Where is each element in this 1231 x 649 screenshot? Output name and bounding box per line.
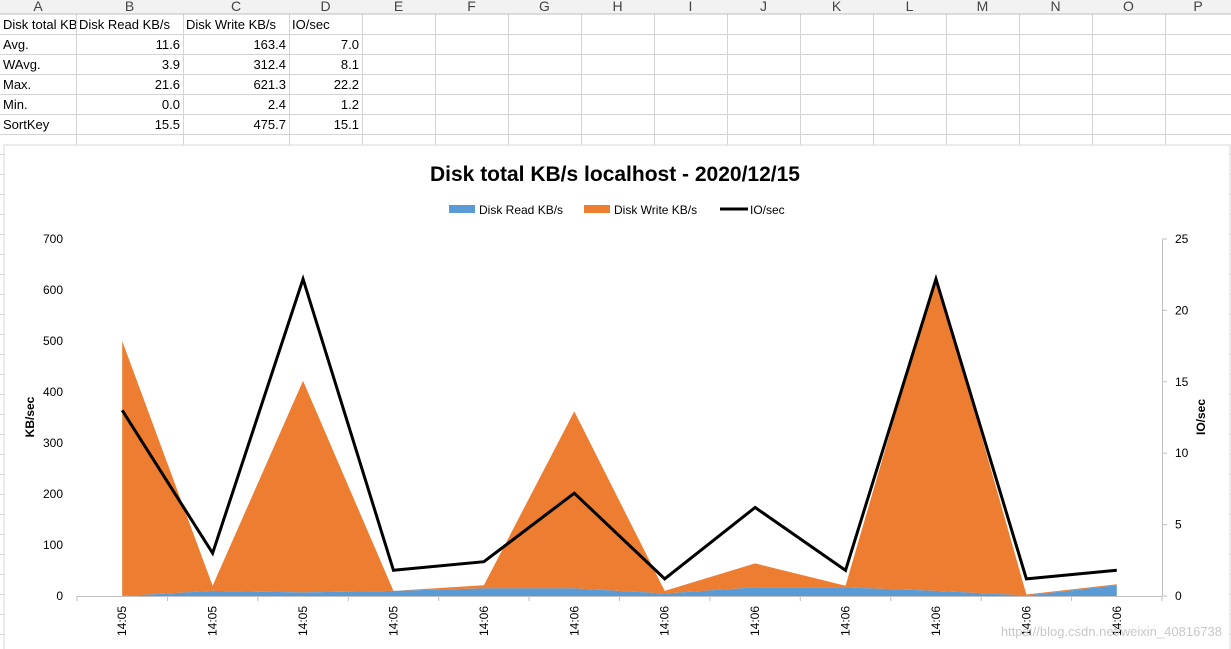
column-header-g[interactable]: G bbox=[539, 0, 550, 14]
legend: Disk Read KB/s Disk Write KB/s IO/sec bbox=[449, 203, 785, 217]
legend-item-disk-read[interactable]: Disk Read KB/s bbox=[449, 203, 563, 217]
x-tick-label: 14:06 bbox=[839, 606, 853, 636]
x-tick-label: 14:05 bbox=[296, 606, 310, 636]
x-tick-label: 14:06 bbox=[1110, 606, 1124, 636]
chart-title: Disk total KB/s localhost - 2020/12/15 bbox=[430, 163, 800, 186]
column-header-i[interactable]: I bbox=[689, 0, 693, 14]
y2-tick-label: 5 bbox=[1175, 518, 1182, 532]
x-tick-label: 14:05 bbox=[206, 606, 220, 636]
y-tick-label: 400 bbox=[43, 385, 63, 399]
cell-c4[interactable]: 621.3 bbox=[253, 77, 286, 92]
y-tick-label: 300 bbox=[43, 436, 63, 450]
y2-tick-label: 0 bbox=[1175, 589, 1182, 603]
cell-d4[interactable]: 22.2 bbox=[334, 77, 359, 92]
y2-tick-label: 10 bbox=[1175, 446, 1189, 460]
cell-a6[interactable]: SortKey bbox=[3, 117, 50, 132]
column-header-n[interactable]: N bbox=[1050, 0, 1060, 14]
column-header-a[interactable]: A bbox=[33, 0, 43, 14]
column-header-f[interactable]: F bbox=[467, 0, 476, 14]
plot-area bbox=[120, 273, 1117, 596]
cell-a3[interactable]: WAvg. bbox=[3, 57, 41, 72]
column-header-b[interactable]: B bbox=[125, 0, 134, 14]
cell-b6[interactable]: 15.5 bbox=[155, 117, 180, 132]
column-header-e[interactable]: E bbox=[394, 0, 403, 14]
cell-d5[interactable]: 1.2 bbox=[341, 97, 359, 112]
cell-c6[interactable]: 475.7 bbox=[253, 117, 286, 132]
column-header-d[interactable]: D bbox=[320, 0, 330, 14]
legend-item-io-sec[interactable]: IO/sec bbox=[720, 203, 785, 217]
series-line-io-sec[interactable] bbox=[120, 273, 1117, 581]
cell-d3[interactable]: 8.1 bbox=[341, 57, 359, 72]
x-tick-label: 14:06 bbox=[929, 606, 943, 636]
cell-a2[interactable]: Avg. bbox=[3, 37, 29, 52]
cell-a1[interactable]: Disk total KB/s bbox=[3, 17, 88, 32]
y2-tick-label: 15 bbox=[1175, 375, 1189, 389]
y-tick-label: 700 bbox=[43, 232, 63, 246]
column-header-m[interactable]: M bbox=[977, 0, 989, 14]
y-tick-label: 200 bbox=[43, 487, 63, 501]
x-tick-label: 14:05 bbox=[386, 606, 400, 636]
x-tick-label: 14:06 bbox=[477, 606, 491, 636]
cell-c5[interactable]: 2.4 bbox=[268, 97, 286, 112]
legend-swatch bbox=[449, 205, 475, 213]
x-tick-label: 14:05 bbox=[115, 606, 129, 636]
column-header-l[interactable]: L bbox=[906, 0, 914, 14]
cell-c2[interactable]: 163.4 bbox=[253, 37, 286, 52]
x-tick-label: 14:06 bbox=[658, 606, 672, 636]
column-header-h[interactable]: H bbox=[612, 0, 622, 14]
cell-c1[interactable]: Disk Write KB/s bbox=[186, 17, 277, 32]
y-tick-label: 500 bbox=[43, 334, 63, 348]
legend-label: Disk Read KB/s bbox=[479, 203, 563, 217]
watermark: https://blog.csdn.net/weixin_40816738 bbox=[1001, 624, 1222, 639]
y2-axis-title: IO/sec bbox=[1194, 399, 1208, 435]
legend-swatch bbox=[584, 205, 610, 213]
y-tick-label: 100 bbox=[43, 538, 63, 552]
y2-tick-label: 20 bbox=[1175, 303, 1189, 317]
column-header-p[interactable]: P bbox=[1193, 0, 1202, 14]
cell-b3[interactable]: 3.9 bbox=[162, 57, 180, 72]
x-tick-label: 14:06 bbox=[567, 606, 581, 636]
cell-b1[interactable]: Disk Read KB/s bbox=[79, 17, 171, 32]
x-tick-label: 14:06 bbox=[748, 606, 762, 636]
cell-c3[interactable]: 312.4 bbox=[253, 57, 286, 72]
column-header-o[interactable]: O bbox=[1123, 0, 1134, 14]
series-area-disk-write[interactable] bbox=[122, 274, 1117, 596]
legend-item-disk-write[interactable]: Disk Write KB/s bbox=[584, 203, 697, 217]
cell-a4[interactable]: Max. bbox=[3, 77, 31, 92]
cell-b5[interactable]: 0.0 bbox=[162, 97, 180, 112]
cell-b4[interactable]: 21.6 bbox=[155, 77, 180, 92]
legend-label: Disk Write KB/s bbox=[614, 203, 697, 217]
legend-label: IO/sec bbox=[750, 203, 785, 217]
y2-tick-label: 25 bbox=[1175, 232, 1189, 246]
column-header-k[interactable]: K bbox=[832, 0, 842, 14]
x-tick-label: 14:06 bbox=[1019, 606, 1033, 636]
cell-d1[interactable]: IO/sec bbox=[292, 17, 330, 32]
y-tick-label: 0 bbox=[56, 589, 63, 603]
y-axis-title: KB/sec bbox=[23, 396, 37, 437]
column-header-j[interactable]: J bbox=[760, 0, 767, 14]
column-header-c[interactable]: C bbox=[231, 0, 241, 14]
cell-d2[interactable]: 7.0 bbox=[341, 37, 359, 52]
cell-d6[interactable]: 15.1 bbox=[334, 117, 359, 132]
y-tick-label: 600 bbox=[43, 283, 63, 297]
cell-a5[interactable]: Min. bbox=[3, 97, 28, 112]
cell-b2[interactable]: 11.6 bbox=[156, 37, 180, 52]
column-header-bar bbox=[0, 0, 1231, 14]
series-area-disk-read[interactable] bbox=[122, 585, 1117, 596]
